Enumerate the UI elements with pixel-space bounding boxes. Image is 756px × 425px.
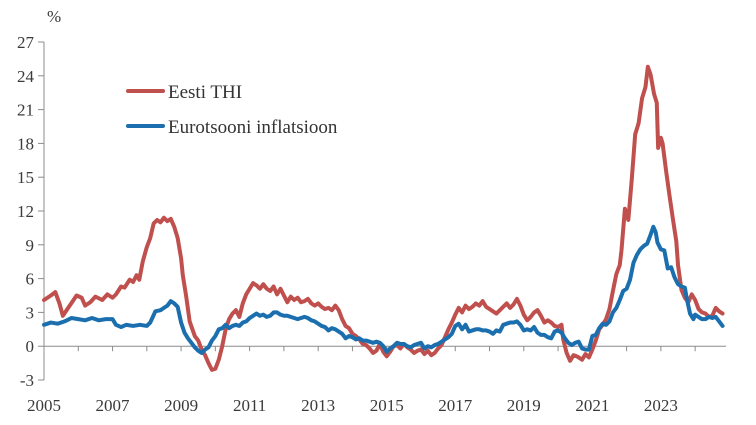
y-tick-label: 18 <box>17 134 34 153</box>
x-tick-label: 2021 <box>575 396 609 415</box>
y-tick-label: -3 <box>20 371 34 390</box>
legend-label: Eurotsooni inflatsioon <box>168 117 338 138</box>
series-layer <box>42 64 725 372</box>
x-tick-label: 2015 <box>370 396 404 415</box>
legend: Eesti THI Eurotsooni inflatsioon <box>126 82 338 138</box>
y-tick-label: 12 <box>17 202 34 221</box>
axes: -3 0 3 6 9 12 15 18 21 24 27 2005 2007 2009 2011 2013 20… <box>17 33 726 415</box>
x-tick-label: 2009 <box>164 396 198 415</box>
x-tick-label: 2017 <box>438 396 473 415</box>
y-tick-label: 9 <box>26 236 35 255</box>
x-tick-label: 2005 <box>27 396 61 415</box>
y-tick-label: 0 <box>26 337 35 356</box>
y-tick-label: 3 <box>26 303 35 322</box>
y-tick-label: 27 <box>17 33 35 52</box>
x-tick-label: 2013 <box>301 396 335 415</box>
series-line-eesti-thi <box>42 64 725 372</box>
y-unit-label: % <box>47 7 61 26</box>
series-line-eurotsooni-inflatsioon <box>42 224 725 355</box>
x-tick-label: 2019 <box>507 396 541 415</box>
legend-label: Eesti THI <box>168 82 242 103</box>
y-tick-label: 15 <box>17 168 34 187</box>
x-tick-label: 2023 <box>644 396 678 415</box>
y-tick-label: 21 <box>17 101 34 120</box>
y-tick-label: 6 <box>26 270 35 289</box>
y-tick-label: 24 <box>17 67 35 86</box>
x-tick-label: 2007 <box>96 396 131 415</box>
x-tick-label: 2011 <box>233 396 266 415</box>
